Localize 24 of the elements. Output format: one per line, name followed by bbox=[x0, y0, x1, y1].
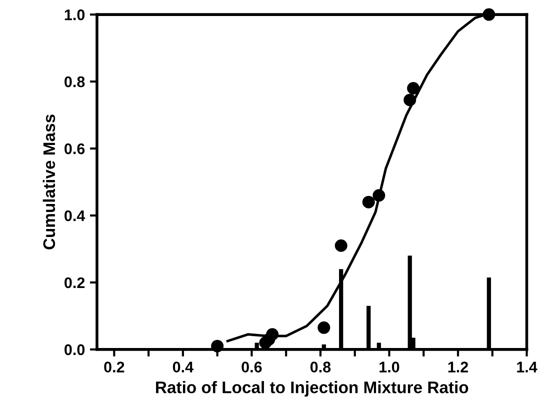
x-tick-label: 0.2 bbox=[104, 362, 124, 372]
point bbox=[404, 94, 416, 106]
y-axis-title: Cumulative Mass bbox=[42, 114, 56, 250]
x-tick-label: 0.6 bbox=[242, 362, 262, 372]
y-tick-label: 1.0 bbox=[64, 9, 85, 20]
y-tick-label: 0.0 bbox=[64, 344, 85, 356]
point bbox=[266, 328, 279, 341]
point bbox=[334, 239, 348, 252]
point bbox=[372, 189, 386, 202]
x-axis-title: Ratio of Local to Injection Mixture Ratio bbox=[156, 381, 468, 397]
x-tick-label: 0.8 bbox=[310, 362, 331, 372]
point bbox=[318, 321, 330, 334]
point bbox=[482, 8, 496, 21]
y-tick-label: 0.6 bbox=[64, 143, 85, 154]
point bbox=[362, 196, 375, 208]
x-tick-label: 1.0 bbox=[380, 362, 400, 372]
y-tick-label: 0.2 bbox=[64, 277, 85, 288]
x-tick-label: 0.4 bbox=[172, 362, 194, 372]
y-tick-label: 0.8 bbox=[64, 76, 85, 88]
point bbox=[407, 82, 420, 94]
x-tick-label: 1.2 bbox=[448, 362, 468, 372]
x-tick-label: 1.4 bbox=[517, 362, 538, 372]
point bbox=[211, 340, 224, 352]
y-tick-label: 0.4 bbox=[64, 210, 86, 222]
